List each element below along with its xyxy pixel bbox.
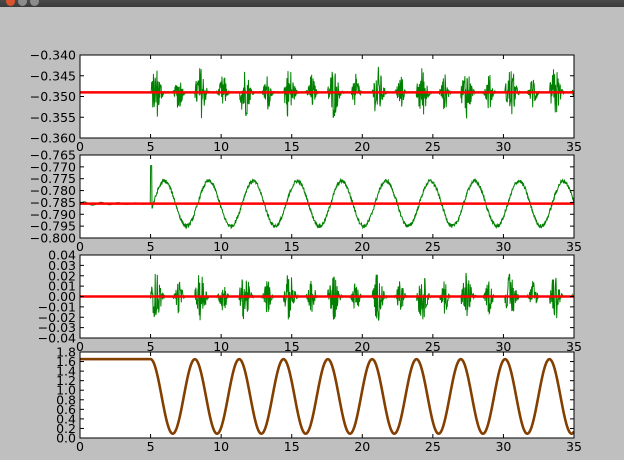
y-tick-label: −0.785 (30, 195, 76, 210)
x-tick-label: 30 (495, 239, 511, 254)
y-tick-label: 0.4 (56, 411, 76, 426)
maximize-window-button[interactable] (30, 0, 39, 6)
y-tick-label: −0.790 (30, 207, 76, 222)
series-line-2 (80, 357, 574, 435)
x-tick-label: 0 (76, 339, 84, 354)
y-tick-label: −0.775 (30, 171, 76, 186)
x-tick-label: 10 (213, 339, 229, 354)
y-tick-label: −0.360 (30, 131, 76, 146)
plot-area (80, 155, 574, 238)
x-tick-label: 25 (425, 139, 441, 154)
y-tick-label: 1.2 (56, 373, 76, 388)
x-tick-label: 15 (284, 139, 300, 154)
y-tick-label: −0.780 (30, 183, 76, 198)
y-tick-label: 1.6 (56, 354, 76, 369)
x-tick-label: 30 (495, 139, 511, 154)
x-tick-label: 5 (147, 339, 155, 354)
x-tick-label: 10 (213, 139, 229, 154)
x-tick-label: 30 (495, 339, 511, 354)
subplot-1: 0 5 10 15 20 25 30 35 −0.360 −0.355 −0.350 −0.345 −0… (30, 48, 582, 155)
x-tick-label: 25 (425, 339, 441, 354)
y-tick-label: 0.0 (56, 431, 76, 446)
y-tick-label: 0.04 (48, 248, 76, 263)
subplot-4: 0 5 10 15 20 25 30 350.00.20.40.60.81.01.21.41.… (56, 345, 582, 455)
x-tick-label: 0 (76, 139, 84, 154)
x-tick-label: 15 (284, 439, 300, 454)
y-tick-label: 0.2 (56, 421, 76, 436)
y-tick-label: −0.765 (30, 148, 76, 163)
window-titlebar (0, 0, 624, 7)
y-tick-label: −0.355 (30, 110, 76, 125)
y-tick-label: 0.03 (48, 258, 76, 273)
y-tick-label: −0.01 (38, 299, 76, 314)
x-tick-label: 10 (213, 439, 229, 454)
y-tick-label: 1.4 (56, 364, 76, 379)
subplot-3: 0 5 10 15 20 25 30 35−0.04−0.03−0.02−0.010.000.… (38, 248, 582, 355)
y-tick-label: −0.345 (30, 68, 76, 83)
y-tick-label: 0.8 (56, 392, 76, 407)
axes-frame (79, 351, 575, 439)
y-tick-label: 0.6 (56, 402, 76, 417)
x-tick-label: 5 (147, 239, 155, 254)
x-tick-label: 20 (354, 439, 370, 454)
x-tick-label: 15 (284, 239, 300, 254)
axes-frame (79, 154, 575, 239)
subplot-2: 0 5 10 15 20 25 30 35−0.800−0.795−0.790−0.785−0… (30, 148, 582, 255)
x-tick-label: 0 (76, 439, 84, 454)
y-tick-label: −0.02 (38, 310, 76, 325)
minimize-window-button[interactable] (18, 0, 27, 6)
x-tick-label: 35 (566, 439, 582, 454)
series-line-1 (80, 165, 574, 230)
y-tick-label: 0.02 (48, 268, 76, 283)
x-tick-label: 10 (213, 239, 229, 254)
x-tick-label: 5 (147, 439, 155, 454)
figure-canvas: 0 5 10 15 20 25 30 35 −0.360 −0.355 −0.350 −0.345 −0… (30, 48, 582, 455)
y-tick-label: 1.8 (56, 345, 76, 360)
y-tick-label: −0.340 (30, 48, 76, 63)
x-tick-label: 20 (354, 239, 370, 254)
x-tick-label: 35 (566, 339, 582, 354)
x-tick-label: 20 (354, 339, 370, 354)
y-tick-label: −0.795 (30, 219, 76, 234)
y-tick-label: −0.770 (30, 159, 76, 174)
y-tick-label: −0.350 (30, 89, 76, 104)
x-tick-label: 0 (76, 239, 84, 254)
x-tick-label: 35 (566, 239, 582, 254)
x-tick-label: 15 (284, 339, 300, 354)
y-tick-label: −0.800 (30, 231, 76, 246)
x-tick-label: 35 (566, 139, 582, 154)
x-tick-label: 25 (425, 439, 441, 454)
y-tick-label: −0.03 (38, 320, 76, 335)
x-tick-label: 30 (495, 439, 511, 454)
y-tick-label: 0.00 (48, 289, 76, 304)
y-tick-label: −0.04 (38, 331, 76, 346)
x-tick-label: 20 (354, 139, 370, 154)
x-tick-label: 25 (425, 239, 441, 254)
y-tick-label: 0.01 (48, 279, 76, 294)
close-window-button[interactable] (6, 0, 15, 6)
x-tick-label: 5 (147, 139, 155, 154)
y-tick-label: 1.0 (56, 383, 76, 398)
